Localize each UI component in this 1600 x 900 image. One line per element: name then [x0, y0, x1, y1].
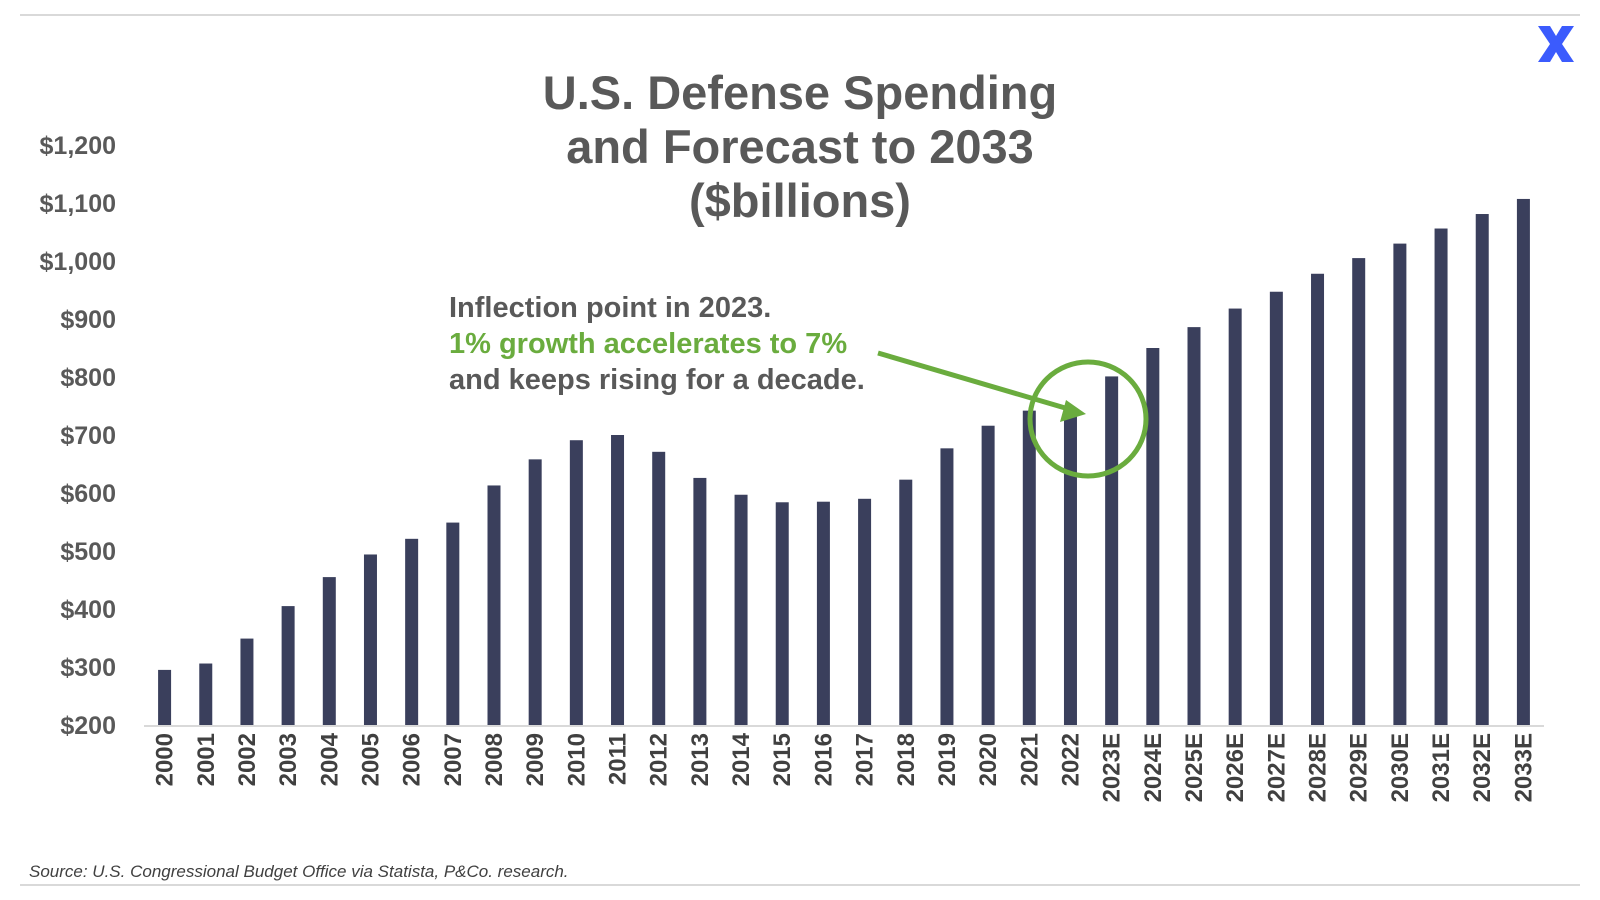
bar-2015	[775, 502, 789, 725]
bar-2031E	[1434, 228, 1448, 725]
bar-2027E	[1269, 291, 1283, 725]
x-tick-label: 2018	[893, 733, 920, 786]
y-tick-label: $300	[60, 654, 116, 682]
bar-2008	[487, 485, 501, 725]
x-tick-label: 2015	[769, 733, 796, 786]
x-tick-label: 2019	[934, 733, 961, 786]
x-tick-label: 2004	[316, 732, 343, 786]
x-tick-label: 2017	[852, 733, 879, 786]
bar-2029E	[1352, 258, 1366, 725]
bar-2019	[940, 448, 954, 725]
bar-2006	[405, 538, 419, 725]
bar-2018	[899, 479, 913, 725]
x-tick-label: 2020	[975, 733, 1002, 786]
bar-2002	[240, 638, 254, 725]
title-line-1: U.S. Defense Spending	[542, 66, 1058, 119]
x-tick-label: 2022	[1057, 733, 1084, 786]
callout-arrow-shaft	[877, 350, 1073, 413]
x-tick-label: 2010	[563, 733, 590, 786]
x-tick-label: 2013	[687, 733, 714, 786]
bar-series	[158, 198, 1530, 725]
bar-2032E	[1475, 214, 1489, 725]
bar-2028E	[1311, 273, 1325, 725]
x-tick-label: 2024E	[1140, 733, 1167, 802]
y-tick-label: $1,100	[40, 190, 116, 218]
y-tick-label: $1,200	[40, 132, 116, 160]
chart-title: U.S. Defense Spending and Forecast to 20…	[440, 66, 1160, 228]
bar-2011	[611, 435, 625, 725]
callout-circle	[1027, 359, 1149, 479]
callout-arrow-head	[1060, 400, 1086, 422]
bar-2014	[734, 494, 748, 725]
y-tick-label: $200	[60, 712, 116, 740]
x-tick-label: 2009	[522, 733, 549, 786]
x-tick-label: 2029E	[1346, 733, 1373, 802]
x-tick-label: 2011	[605, 733, 632, 785]
annotation-line-1: Inflection point in 2023.	[449, 292, 772, 324]
y-tick-label: $600	[60, 480, 116, 508]
bar-2030E	[1393, 243, 1407, 725]
x-tick-label: 2006	[399, 733, 426, 786]
x-tick-label: 2025E	[1181, 733, 1208, 802]
title-line-3: ($billions)	[689, 174, 911, 227]
source-note: Source: U.S. Congressional Budget Office…	[29, 862, 569, 881]
top-rule	[20, 14, 1580, 16]
bar-2033E	[1516, 198, 1530, 725]
x-tick-label: 2014	[728, 732, 755, 786]
y-tick-label: $800	[60, 364, 116, 392]
x-tick-label: 2021	[1016, 733, 1043, 786]
x-tick-label: 2026E	[1222, 733, 1249, 802]
x-tick-label: 2028E	[1305, 733, 1332, 802]
bar-2004	[322, 577, 336, 725]
x-tick-label: 2030E	[1387, 733, 1414, 802]
annotation-text: Inflection point in 2023. 1% growth acce…	[449, 290, 865, 398]
bar-2024E	[1146, 348, 1160, 725]
bar-2012	[652, 451, 666, 725]
y-tick-label: $900	[60, 306, 116, 334]
bar-2026E	[1228, 308, 1242, 725]
x-tick-label: 2003	[275, 733, 302, 786]
x-tick-label: 2001	[193, 733, 220, 786]
title-line-2: and Forecast to 2033	[566, 120, 1034, 173]
x-tick-label: 2000	[152, 733, 179, 786]
x-tick-label: 2016	[810, 733, 837, 786]
y-tick-label: $500	[60, 538, 116, 566]
bar-2021	[1022, 410, 1036, 725]
x-tick-label: 2031E	[1428, 733, 1455, 802]
bar-2010	[569, 440, 583, 725]
y-axis: $200 $300 $400 $500 $600 $700 $800 $900 $1,000 $1…	[40, 132, 116, 740]
x-tick-label: 2002	[234, 733, 261, 786]
x-tick-label: 2023E	[1099, 733, 1126, 802]
x-tick-label: 2033E	[1510, 733, 1537, 802]
bar-2000	[158, 669, 172, 725]
bar-2022	[1063, 408, 1077, 725]
bar-2017	[858, 498, 872, 725]
bar-2009	[528, 459, 542, 725]
bar-2023E	[1105, 376, 1119, 725]
y-tick-label: $1,000	[40, 248, 116, 276]
inflection-callout	[877, 350, 1149, 479]
x-tick-label: 2012	[646, 733, 673, 786]
x-logo-icon	[1538, 26, 1574, 62]
bar-2025E	[1187, 327, 1201, 725]
y-tick-label: $700	[60, 422, 116, 450]
x-tick-label: 2008	[481, 733, 508, 786]
x-axis: 2000 2001 2002 2003 2004 2005 2006 2007 2008 2009…	[152, 732, 1538, 802]
bar-2007	[446, 522, 460, 725]
bar-2003	[281, 606, 295, 725]
bottom-rule	[20, 884, 1580, 886]
bar-2016	[816, 501, 830, 725]
y-tick-label: $400	[60, 596, 116, 624]
x-tick-label: 2007	[440, 733, 467, 786]
bar-2005	[363, 554, 377, 725]
bar-2020	[981, 425, 995, 725]
x-tick-label: 2032E	[1469, 733, 1496, 802]
annotation-line-2: 1% growth accelerates to 7%	[449, 328, 848, 360]
x-tick-label: 2005	[357, 733, 384, 786]
x-tick-label: 2027E	[1263, 733, 1290, 802]
bar-2013	[693, 477, 707, 725]
bar-2001	[199, 663, 213, 725]
annotation-line-3: and keeps rising for a decade.	[449, 364, 865, 396]
